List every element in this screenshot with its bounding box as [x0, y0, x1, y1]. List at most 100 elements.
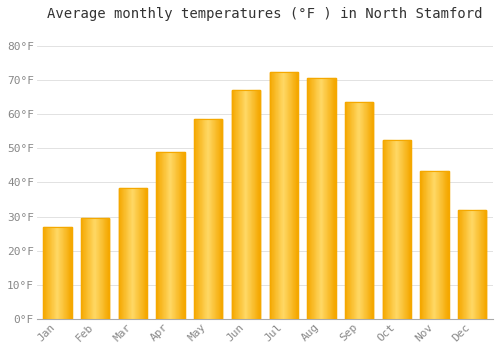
- Bar: [220, 119, 221, 319]
- Bar: [120, 188, 121, 319]
- Bar: [68, 227, 69, 319]
- Bar: [133, 188, 134, 319]
- Bar: [255, 90, 256, 319]
- Bar: [177, 152, 178, 319]
- Bar: [317, 78, 318, 319]
- Bar: [293, 72, 294, 319]
- Bar: [441, 170, 442, 319]
- Bar: [130, 188, 131, 319]
- Bar: [211, 119, 212, 319]
- Bar: [134, 188, 135, 319]
- Bar: [272, 72, 273, 319]
- Bar: [89, 218, 90, 319]
- Bar: [484, 210, 485, 319]
- Bar: [295, 72, 296, 319]
- Bar: [292, 72, 293, 319]
- Bar: [209, 119, 210, 319]
- Bar: [364, 102, 365, 319]
- Bar: [312, 78, 313, 319]
- Bar: [237, 90, 238, 319]
- Bar: [283, 72, 284, 319]
- Bar: [241, 90, 242, 319]
- Bar: [439, 170, 440, 319]
- Bar: [382, 140, 411, 319]
- Bar: [157, 152, 158, 319]
- Bar: [98, 218, 99, 319]
- Bar: [458, 210, 460, 319]
- Bar: [234, 90, 236, 319]
- Bar: [329, 78, 330, 319]
- Bar: [251, 90, 252, 319]
- Bar: [277, 72, 278, 319]
- Bar: [404, 140, 405, 319]
- Bar: [464, 210, 465, 319]
- Bar: [444, 170, 445, 319]
- Bar: [250, 90, 251, 319]
- Bar: [181, 152, 182, 319]
- Bar: [325, 78, 326, 319]
- Bar: [125, 188, 126, 319]
- Bar: [146, 188, 147, 319]
- Bar: [84, 218, 85, 319]
- Bar: [109, 218, 110, 319]
- Bar: [236, 90, 237, 319]
- Bar: [60, 227, 61, 319]
- Bar: [290, 72, 291, 319]
- Bar: [239, 90, 240, 319]
- Bar: [366, 102, 367, 319]
- Bar: [176, 152, 177, 319]
- Bar: [257, 90, 258, 319]
- Bar: [471, 210, 472, 319]
- Bar: [274, 72, 276, 319]
- Bar: [217, 119, 218, 319]
- Bar: [318, 78, 319, 319]
- Bar: [137, 188, 138, 319]
- Bar: [310, 78, 312, 319]
- Bar: [354, 102, 355, 319]
- Bar: [258, 90, 259, 319]
- Bar: [296, 72, 297, 319]
- Bar: [349, 102, 350, 319]
- Bar: [371, 102, 372, 319]
- Bar: [254, 90, 255, 319]
- Bar: [97, 218, 98, 319]
- Bar: [320, 78, 321, 319]
- Bar: [461, 210, 462, 319]
- Bar: [426, 170, 427, 319]
- Bar: [385, 140, 386, 319]
- Bar: [197, 119, 198, 319]
- Bar: [287, 72, 288, 319]
- Bar: [462, 210, 464, 319]
- Bar: [246, 90, 247, 319]
- Bar: [213, 119, 214, 319]
- Bar: [58, 227, 59, 319]
- Bar: [143, 188, 144, 319]
- Bar: [52, 227, 53, 319]
- Bar: [437, 170, 438, 319]
- Bar: [129, 188, 130, 319]
- Bar: [67, 227, 68, 319]
- Bar: [442, 170, 443, 319]
- Bar: [95, 218, 96, 319]
- Bar: [51, 227, 52, 319]
- Bar: [172, 152, 173, 319]
- Bar: [429, 170, 430, 319]
- Bar: [309, 78, 310, 319]
- Bar: [427, 170, 428, 319]
- Bar: [470, 210, 471, 319]
- Bar: [405, 140, 406, 319]
- Bar: [335, 78, 336, 319]
- Bar: [232, 90, 260, 319]
- Bar: [352, 102, 353, 319]
- Bar: [93, 218, 94, 319]
- Bar: [99, 218, 100, 319]
- Bar: [132, 188, 133, 319]
- Bar: [208, 119, 209, 319]
- Bar: [204, 119, 205, 319]
- Bar: [81, 218, 110, 319]
- Bar: [71, 227, 72, 319]
- Bar: [358, 102, 359, 319]
- Bar: [390, 140, 391, 319]
- Bar: [409, 140, 410, 319]
- Bar: [473, 210, 474, 319]
